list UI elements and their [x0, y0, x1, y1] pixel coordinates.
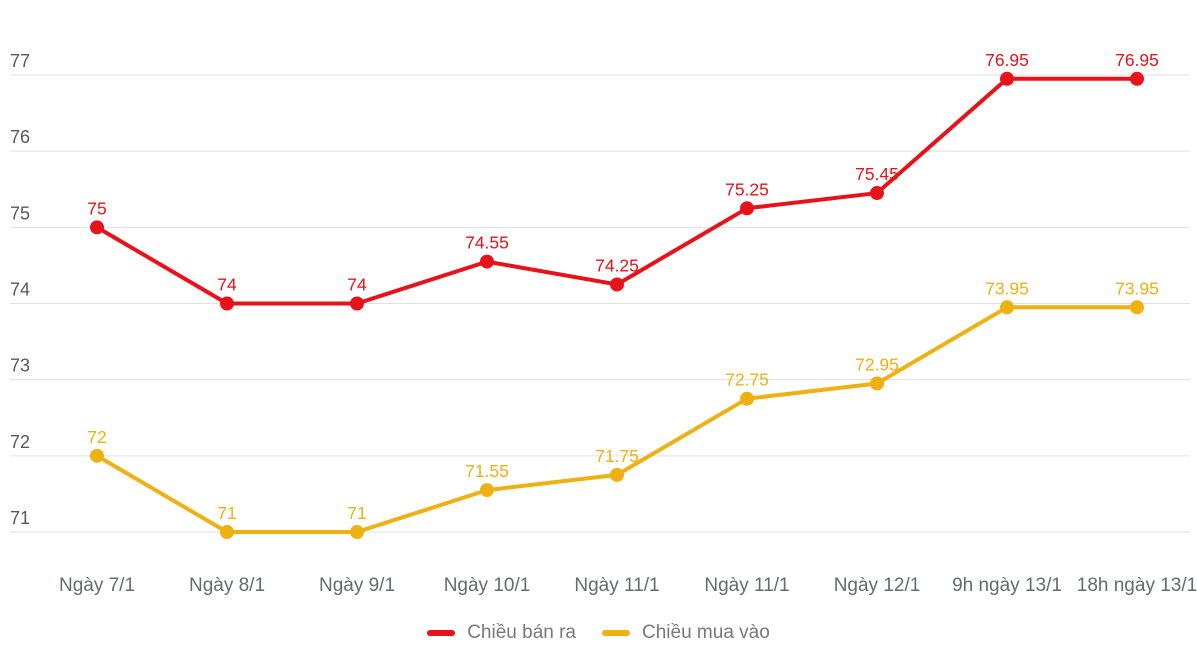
data-point-label: 74	[217, 275, 237, 295]
data-point-label: 74	[347, 275, 367, 295]
data-point-label: 73.95	[1115, 278, 1159, 298]
legend-item[interactable]: Chiều bán ra	[427, 622, 576, 644]
data-point-label: 71.55	[465, 461, 509, 481]
data-point-label: 72.95	[855, 354, 899, 374]
data-point-label: 71	[217, 503, 236, 523]
data-point[interactable]	[1000, 300, 1014, 315]
y-axis-tick-label: 71	[10, 508, 30, 528]
series-line	[95, 305, 1139, 534]
data-point[interactable]	[870, 376, 884, 391]
data-point[interactable]	[220, 296, 234, 311]
y-axis-tick-label: 72	[10, 432, 30, 452]
data-point[interactable]	[220, 525, 234, 539]
x-axis-tick-label: Ngày 12/1	[834, 575, 921, 596]
y-axis-tick-label: 75	[10, 203, 30, 223]
x-axis-tick-label: Ngày 8/1	[189, 575, 265, 596]
data-point[interactable]	[1130, 300, 1144, 315]
data-point[interactable]	[610, 467, 624, 482]
legend-swatch	[602, 630, 630, 636]
data-point-label: 74.55	[465, 233, 509, 253]
x-axis-tick-label: Ngày 11/1	[574, 575, 659, 596]
data-point-label: 72	[87, 427, 106, 447]
data-point-label: 76.95	[985, 50, 1029, 70]
data-point[interactable]	[610, 277, 624, 292]
legend-swatch	[427, 630, 456, 636]
data-point[interactable]	[90, 448, 104, 463]
x-axis-tick-label: Ngày 9/1	[319, 575, 395, 596]
legend-label: Chiều bán ra	[467, 622, 576, 643]
x-axis-tick-label: 18h ngày 13/1	[1077, 575, 1197, 596]
data-point-label: 72.75	[725, 370, 769, 390]
data-point[interactable]	[1130, 71, 1144, 86]
x-axis-tick-label: 9h ngày 13/1	[952, 575, 1062, 596]
legend-label: Chiều mua vào	[642, 622, 770, 643]
x-axis-tick-label: Ngày 10/1	[444, 575, 531, 596]
data-point[interactable]	[740, 201, 754, 216]
data-point-label: 75.25	[725, 179, 769, 199]
data-point-label: 71.75	[595, 446, 639, 466]
chart-legend: Chiều bán ra Chiều mua vào	[0, 622, 1197, 644]
data-point[interactable]	[480, 483, 494, 498]
x-axis-tick-label: Ngày 11/1	[704, 575, 789, 596]
data-point-label: 71	[347, 503, 366, 523]
data-point[interactable]	[740, 391, 754, 406]
legend-item[interactable]: Chiều mua vào	[602, 622, 770, 644]
data-point[interactable]	[350, 296, 364, 311]
data-point[interactable]	[870, 186, 884, 201]
data-point[interactable]	[1000, 71, 1014, 86]
y-axis-tick-label: 76	[10, 127, 30, 147]
data-point-label: 75.45	[855, 164, 899, 184]
y-axis-tick-label: 73	[10, 356, 30, 376]
y-axis-tick-label: 74	[10, 280, 30, 300]
data-point[interactable]	[90, 220, 104, 235]
data-point-label: 76.95	[1115, 50, 1159, 70]
x-axis-tick-label: Ngày 7/1	[59, 575, 135, 596]
data-point-label: 75	[87, 198, 106, 218]
data-point-label: 73.95	[985, 278, 1029, 298]
data-point[interactable]	[480, 254, 494, 269]
data-point[interactable]	[350, 525, 364, 539]
y-axis-tick-label: 77	[10, 51, 30, 71]
data-point-label: 74.25	[595, 255, 639, 275]
